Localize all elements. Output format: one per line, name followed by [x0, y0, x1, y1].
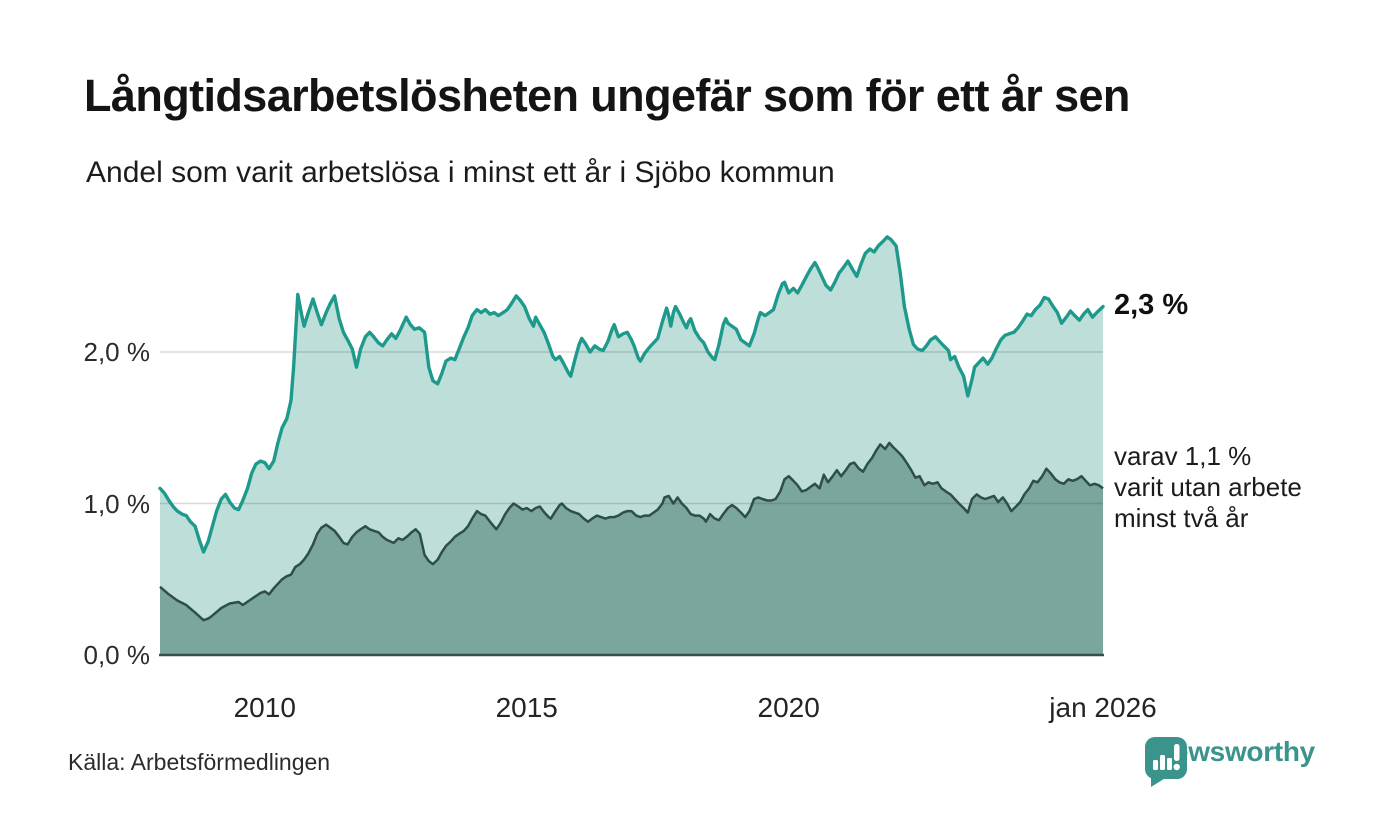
x-tick-label: 2015: [495, 692, 558, 723]
page-title: Långtidsarbetslösheten ungefär som för e…: [84, 70, 1130, 121]
y-tick-label: 2,0 %: [83, 337, 151, 367]
y-tick-label: 0,0 %: [83, 640, 151, 670]
x-tick-label: 2010: [233, 692, 296, 723]
newsworthy-logo-icon: [1145, 737, 1187, 787]
x-tick-label: jan 2026: [1049, 692, 1157, 723]
subseries-annotation-line3: minst två år: [1114, 503, 1249, 533]
latest-total-value-label: 2,3 %: [1114, 289, 1189, 321]
y-tick-label: 1,0 %: [83, 488, 151, 519]
subseries-annotation-line2: varit utan arbete: [1114, 472, 1302, 502]
area-fill-subseries: [160, 442, 1103, 655]
x-tick-label: 2020: [757, 692, 820, 723]
subseries-annotation: varav 1,1 % varit utan arbete minst två …: [1114, 441, 1302, 534]
line-total: [158, 235, 1105, 554]
newsworthy-brand: Newsworthy: [1143, 736, 1315, 787]
source-note: Källa: Arbetsförmedlingen: [68, 749, 331, 775]
line-subseries: [159, 441, 1104, 622]
page-subtitle: Andel som varit arbetslösa i minst ett å…: [86, 156, 835, 189]
subseries-annotation-line1: varav 1,1 %: [1114, 441, 1252, 471]
